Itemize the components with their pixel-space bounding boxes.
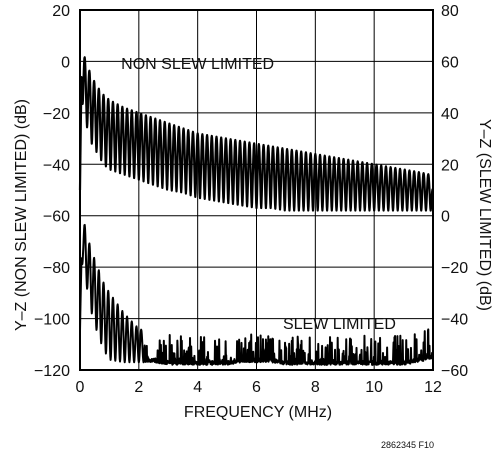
y-tick-label-right: −20: [441, 260, 468, 277]
annotation-slew-limited: SLEW LIMITED: [283, 316, 396, 333]
x-tick-label: 12: [424, 379, 442, 396]
y-tick-label-right: 80: [441, 3, 459, 20]
y-tick-label-left: −60: [43, 209, 70, 226]
y-tick-label-right: 60: [441, 54, 459, 71]
x-tick-label: 8: [311, 379, 320, 396]
y-tick-label-left: −80: [43, 260, 70, 277]
x-tick-label: 4: [193, 379, 202, 396]
x-tick-label: 10: [365, 379, 383, 396]
y-tick-labels-left: 20 0 −20 −40 −60 −80 −100 −120: [34, 3, 70, 380]
y-axis-label-left: Y–Z (NON SLEW LIMITED) (dB): [13, 99, 30, 331]
y-tick-label-left: 0: [61, 54, 70, 71]
x-tick-label: 0: [76, 379, 85, 396]
y-tick-label-left: −120: [34, 363, 70, 380]
x-axis-label: FREQUENCY (MHz): [184, 404, 332, 421]
plot-frame: [79, 9, 434, 371]
y-axis-label-right: Y–Z (SLEW LIMITED) (dB): [476, 119, 493, 311]
y-tick-label-left: −100: [34, 312, 70, 329]
y-tick-label-right: 40: [441, 106, 459, 123]
annotation-non-slew-limited: NON SLEW LIMITED: [121, 56, 274, 73]
x-tick-label: 2: [134, 379, 143, 396]
y-tick-labels-right: 80 60 40 20 0 −20 −40 −60: [441, 3, 468, 380]
y-tick-label-left: 20: [52, 3, 70, 20]
y-tick-label-right: 20: [441, 157, 459, 174]
figure-id: 2862345 F10: [381, 440, 434, 450]
series-line-slew-limited: [79, 223, 434, 366]
x-tick-labels: 0 2 4 6 8 10 12: [76, 379, 442, 396]
y-tick-label-right: −40: [441, 312, 468, 329]
y-tick-label-left: −40: [43, 157, 70, 174]
series-layer: [78, 56, 435, 366]
y-tick-label-left: −20: [43, 106, 70, 123]
y-tick-label-right: −60: [441, 363, 468, 380]
x-tick-label: 6: [252, 379, 261, 396]
y-tick-label-right: 0: [441, 209, 450, 226]
series-line-non-slew-limited: [78, 56, 435, 212]
